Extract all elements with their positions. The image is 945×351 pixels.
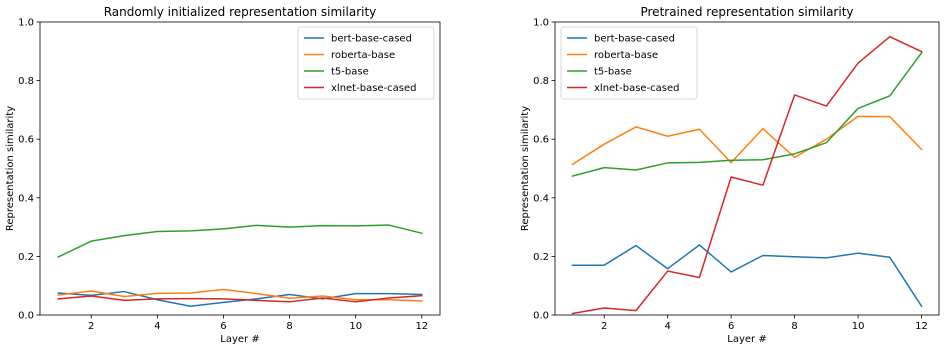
series-line-xlnet-base-cased <box>571 35 923 315</box>
legend-label: xlnet-base-cased <box>594 83 680 94</box>
x-tick-label: 2 <box>601 321 607 332</box>
y-tick-label: 0.8 <box>533 76 549 87</box>
x-tick-label: 8 <box>791 321 797 332</box>
x-tick-label: 2 <box>88 321 94 332</box>
series-line-roberta-base <box>57 288 423 302</box>
y-tick-label: 0.0 <box>18 311 34 322</box>
legend-label: t5-base <box>594 67 632 78</box>
legend-label: xlnet-base-cased <box>331 83 417 94</box>
y-tick-label: 1.0 <box>533 18 549 29</box>
x-tick-label: 10 <box>852 321 865 332</box>
y-tick-label: 0.6 <box>533 135 549 146</box>
x-tick-label: 8 <box>286 321 292 332</box>
x-tick-label: 6 <box>220 321 226 332</box>
series-line-t5-base <box>57 224 423 258</box>
x-tick-label: 4 <box>664 321 670 332</box>
legend-label: t5-base <box>331 67 369 78</box>
legend-box <box>560 26 698 100</box>
x-axis-label: Layer # <box>727 334 766 345</box>
chart-title: Pretrained representation similarity <box>640 5 853 19</box>
legend-label: bert-base-cased <box>331 34 412 45</box>
x-tick-label: 4 <box>154 321 160 332</box>
legend-label: roberta-base <box>594 50 658 61</box>
x-tick-label: 10 <box>349 321 362 332</box>
y-tick-label: 0.4 <box>533 193 549 204</box>
y-axis-label: Representation similarity <box>520 106 531 231</box>
y-tick-label: 0.2 <box>533 252 549 263</box>
legend-box <box>297 26 435 100</box>
series-line-xlnet-base-cased <box>57 294 423 303</box>
legend: bert-base-cased roberta-base t5-base xlnet-… <box>560 26 698 100</box>
y-tick-label: 0.2 <box>18 252 34 263</box>
legend-label: bert-base-cased <box>594 34 675 45</box>
y-tick-label: 0.4 <box>18 193 34 204</box>
series-line-bert-base-cased <box>57 290 423 307</box>
series-line-roberta-base <box>571 115 923 166</box>
y-tick-label: 1.0 <box>18 18 34 29</box>
y-axis-label: Representation similarity <box>5 106 16 231</box>
series-line-t5-base <box>571 51 923 178</box>
chart-panel-1: 2 4 6 8 10 12 0.0 0.2 0.4 0.6 0.8 1.0 Randomly initi… <box>5 5 441 345</box>
chart-panel-2: 2 4 6 8 10 12 0.0 0.2 0.4 0.6 0.8 1.0 Pretrained rep… <box>520 5 940 345</box>
legend: bert-base-cased roberta-base t5-base xlnet-… <box>297 26 435 100</box>
x-tick-label: 6 <box>728 321 734 332</box>
series-line-bert-base-cased <box>571 244 923 308</box>
y-tick-label: 0.6 <box>18 135 34 146</box>
y-tick-label: 0.0 <box>533 311 549 322</box>
legend-label: roberta-base <box>331 50 395 61</box>
x-axis-label: Layer # <box>220 334 259 345</box>
chart-title: Randomly initialized representation simi… <box>104 5 377 19</box>
x-tick-label: 12 <box>915 321 928 332</box>
x-tick-label: 12 <box>415 321 428 332</box>
y-tick-label: 0.8 <box>18 76 34 87</box>
plot-frame <box>39 21 441 316</box>
plot-frame <box>554 21 940 316</box>
